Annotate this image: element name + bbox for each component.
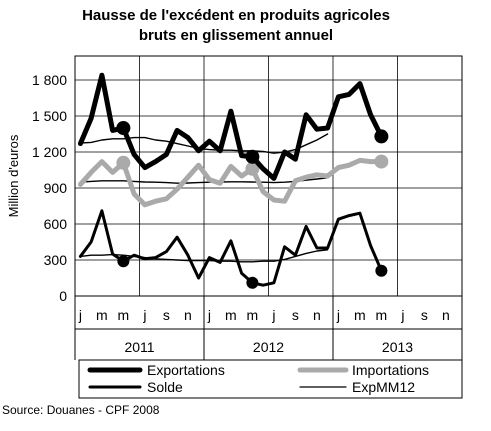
series-line-exportations <box>77 72 384 181</box>
data-point-solde <box>375 264 388 277</box>
legend-box <box>78 359 463 399</box>
y-tick-label: 0 <box>59 288 67 304</box>
year-label: 2012 <box>253 339 284 355</box>
x-tick-label: j <box>207 307 211 323</box>
y-tick-label: 600 <box>44 216 68 232</box>
x-tick-label: m <box>96 307 108 323</box>
x-tick-label: m <box>247 307 259 323</box>
y-axis-label: Million d'euros <box>6 134 21 217</box>
y-tick-labels: 0 300 600 900 1 200 1 500 1 800 <box>32 72 67 304</box>
data-point-importations <box>116 155 131 170</box>
data-point-solde <box>117 255 130 268</box>
data-point-exportations <box>116 121 131 135</box>
y-tick-label: 1 200 <box>32 144 67 160</box>
series-line-soldemm <box>79 249 329 263</box>
legend: Exportations Importations Solde ExpMM12 <box>78 359 463 399</box>
year-label: 2013 <box>382 339 413 355</box>
x-tick-label: m <box>354 307 366 323</box>
y-tick-label: 900 <box>44 180 68 196</box>
x-tick-label: n <box>442 307 450 323</box>
data-point-exportations <box>374 129 389 144</box>
x-tick-label: j <box>78 307 82 323</box>
chart-title-line: bruts en glissement annuel <box>139 27 333 44</box>
chart-title: Hausse de l'excédent en produits agricol… <box>82 7 390 44</box>
legend-label: ExpMM12 <box>352 379 415 395</box>
chart-title-line: Hausse de l'excédent en produits agricol… <box>82 7 390 24</box>
x-tick-label: n <box>313 307 321 323</box>
x-tick-label: s <box>421 307 428 323</box>
x-tick-label: m <box>118 307 130 323</box>
x-tick-label: m <box>225 307 237 323</box>
grid <box>75 56 462 296</box>
data-point-solde <box>246 276 259 289</box>
data-point-exportations <box>245 149 260 164</box>
x-tick-label: s <box>292 307 299 323</box>
x-tick-label: m <box>376 307 388 323</box>
y-tick-label: 1 800 <box>32 72 67 88</box>
source-note: Source: Douanes - CPF 2008 <box>2 403 160 417</box>
year-label: 2011 <box>124 339 154 355</box>
x-tick-label: j <box>142 307 146 323</box>
y-tick-label: 1 500 <box>32 108 67 124</box>
x-tick-label: j <box>271 307 275 323</box>
series-line-solde <box>78 209 383 287</box>
series <box>77 72 389 289</box>
legend-label: Importations <box>352 362 429 378</box>
legend-label: Exportations <box>147 362 225 378</box>
x-tick-label: j <box>400 307 404 323</box>
legend-label: Solde <box>147 379 183 395</box>
y-tick-label: 300 <box>44 252 68 268</box>
series-line-impmm <box>79 177 329 184</box>
series-line-importations <box>77 157 384 208</box>
x-tick-label: n <box>184 307 192 323</box>
x-tick-label: s <box>163 307 170 323</box>
x-tick-label: j <box>336 307 340 323</box>
data-point-importations <box>245 161 260 176</box>
data-point-importations <box>374 154 389 169</box>
